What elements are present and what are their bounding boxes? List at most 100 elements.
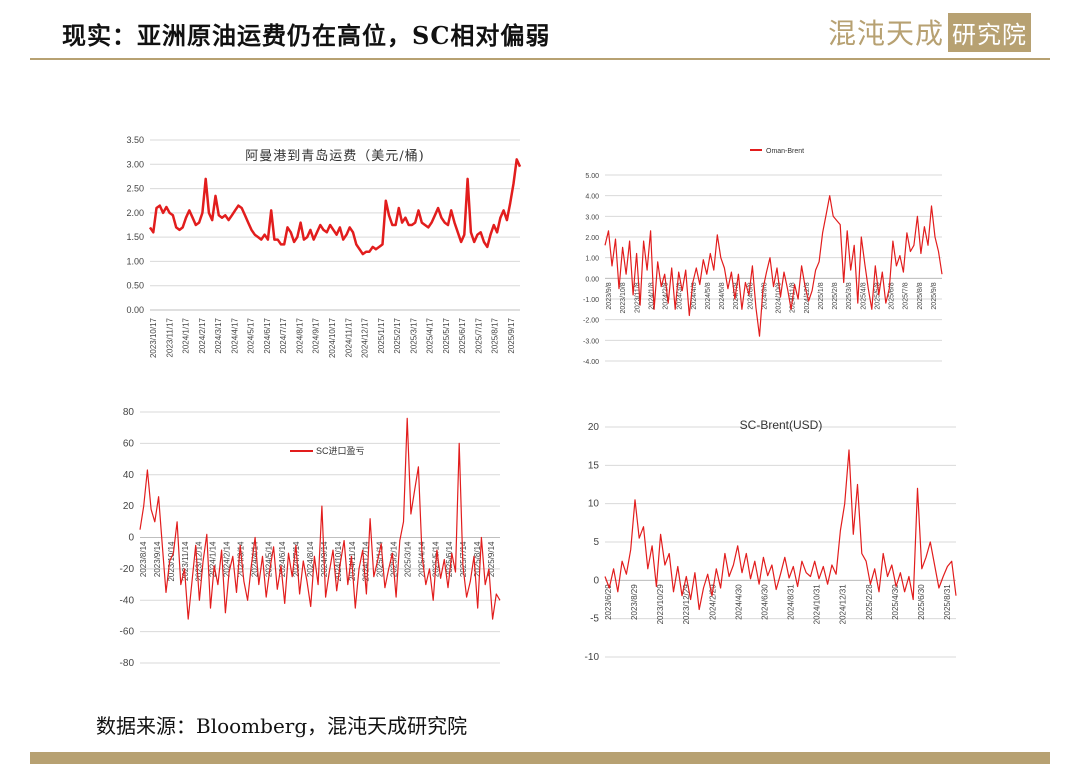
chart-oman-brent: 5.00 4.00 3.00 2.00 1.00 0.00 -1.00 -2.00 -3.00 -…: [560, 140, 960, 380]
x-tick-label: 2024/10/8: [776, 282, 783, 313]
y-tick-label: 3.50: [126, 135, 144, 145]
data-source: 数据来源：Bloomberg，混沌天成研究院: [96, 714, 468, 738]
x-tick-label: 2024/5/17: [247, 317, 256, 353]
y-tick-label: -2.00: [583, 318, 599, 325]
x-tick-label: 2023/12/29: [682, 584, 691, 625]
y-tick-label: -4.00: [583, 359, 599, 366]
x-tick-label: 2023/8/14: [139, 541, 148, 577]
y-tick-label: 1.00: [585, 256, 599, 263]
x-tick-label: 2025/1/8: [818, 282, 825, 309]
logo-box: 研究院: [948, 12, 1032, 52]
x-tick-label: 2024/2/17: [198, 317, 207, 353]
x-tick-label: 2024/6/8: [719, 282, 726, 309]
x-tick-label: 2024/6/30: [760, 584, 769, 620]
x-tick-label: 2024/4/8: [691, 282, 698, 309]
chart-svg: 5.00 4.00 3.00 2.00 1.00 0.00 -1.00 -2.00 -3.00 -…: [583, 148, 943, 366]
x-tick-label: 2023/10/8: [620, 282, 627, 313]
y-tick-label: 2.00: [126, 208, 144, 218]
footer-bar: [30, 752, 1050, 764]
x-tick-label: 2023/10/29: [656, 584, 665, 625]
series-line: [604, 195, 943, 337]
y-tick-label: 80: [123, 407, 135, 418]
y-axis-ticks: 5.00 4.00 3.00 2.00 1.00 0.00 -1.00 -2.00 -3.00 -…: [583, 173, 599, 366]
x-tick-label: 2024/11/17: [344, 317, 353, 357]
header-rule: [30, 58, 1050, 60]
y-tick-label: 0.00: [126, 305, 144, 315]
x-tick-label: 2024/1/8: [648, 282, 655, 309]
x-tick-label: 2023/11/14: [181, 541, 190, 581]
chart-title: 阿曼港到青岛运费（美元/桶): [245, 148, 424, 164]
x-tick-label: 2025/3/8: [846, 282, 853, 309]
x-tick-label: 2025/4/8: [860, 282, 867, 309]
x-tick-label: 2025/5/8: [874, 282, 881, 309]
x-tick-label: 2024/10/17: [328, 317, 337, 358]
x-tick-label: 2024/7/17: [279, 317, 288, 353]
y-tick-label: -1.00: [583, 297, 599, 304]
chart-svg: 3.50 3.00 2.50 2.00 1.50 1.00 0.50 0.00 2023/10…: [126, 135, 522, 358]
x-tick-label: 2024/3/17: [214, 317, 223, 353]
x-tick-label: 2025/6/30: [917, 584, 926, 620]
y-tick-label: 10: [588, 499, 600, 510]
y-tick-label: -3.00: [583, 338, 599, 345]
x-tick-label: 2023/10/17: [149, 317, 158, 358]
x-tick-label: 2024/12/17: [361, 317, 370, 358]
y-tick-label: 0: [128, 533, 134, 544]
y-tick-label: 3.00: [126, 159, 144, 169]
x-tick-label: 2023/11/8: [634, 282, 641, 313]
x-tick-label: 2025/1/14: [376, 541, 385, 577]
x-tick-label: 2025/8/14: [473, 541, 482, 577]
x-tick-label: 2025/9/8: [931, 282, 938, 309]
x-tick-label: 2024/10/14: [334, 541, 343, 582]
y-tick-label: 5.00: [585, 173, 599, 180]
y-tick-label: 0.50: [126, 281, 144, 291]
x-tick-label: 2023/6/29: [604, 584, 613, 620]
x-tick-label: 2024/8/8: [747, 282, 754, 309]
x-tick-label: 2025/2/17: [393, 317, 402, 353]
y-tick-label: 15: [588, 460, 600, 471]
x-tick-label: 2024/3/8: [677, 282, 684, 309]
y-tick-label: -80: [120, 658, 135, 669]
x-tick-label: 2025/7/14: [459, 541, 468, 577]
x-tick-label: 2025/2/28: [865, 584, 874, 620]
y-tick-label: 1.50: [126, 232, 144, 242]
y-axis-ticks: 80 60 40 20 0 -20 -40 -60 -80: [120, 407, 135, 669]
x-tick-label: 2024/1/14: [209, 541, 218, 577]
x-tick-label: 2025/2/8: [832, 282, 839, 309]
y-tick-label: -5: [590, 614, 599, 625]
x-tick-label: 2024/2/29: [708, 584, 717, 620]
logo-text: 混沌天成: [828, 17, 945, 50]
x-tick-label: 2023/12/14: [195, 541, 204, 582]
y-tick-label: 3.00: [585, 214, 599, 221]
chart-svg: 80 60 40 20 0 -20 -40 -60 -80 2023/8/14 2023/9/14…: [120, 407, 501, 669]
x-tick-label: 2025/3/17: [409, 317, 418, 353]
legend: SC进口盈亏: [290, 446, 365, 456]
x-tick-label: 2024/8/31: [787, 584, 796, 620]
page-title: 现实：亚洲原油运费仍在高位，SC相对偏弱: [62, 21, 551, 50]
x-tick-label: 2024/9/17: [312, 317, 321, 353]
y-tick-label: 0.00: [585, 276, 599, 283]
y-tick-label: 1.00: [126, 256, 144, 266]
series-line: [604, 449, 957, 611]
x-tick-label: 2024/4/17: [230, 317, 239, 353]
x-tick-label: 2025/6/17: [458, 317, 467, 353]
x-tick-label: 2025/8/17: [491, 317, 500, 353]
x-tick-label: 2024/5/14: [264, 541, 273, 577]
x-tick-label: 2024/10/31: [813, 584, 822, 625]
x-tick-label: 2025/6/14: [445, 541, 454, 577]
x-tick-label: 2025/8/31: [943, 584, 952, 620]
x-tick-label: 2025/2/14: [390, 541, 399, 577]
chart-grid: [140, 411, 500, 664]
chart-grid: [605, 174, 942, 362]
x-tick-label: 2024/1/17: [182, 317, 191, 353]
x-tick-label: 2024/8/14: [306, 541, 315, 577]
x-tick-label: 2023/8/29: [630, 584, 639, 620]
x-tick-label: 2024/7/8: [733, 282, 740, 309]
y-tick-label: 40: [123, 470, 135, 481]
x-tick-label: 2025/4/30: [891, 584, 900, 620]
x-tick-label: 2024/2/14: [223, 541, 232, 577]
chart-grid: [150, 139, 520, 311]
x-tick-label: 2025/9/17: [507, 317, 516, 353]
x-tick-label: 2024/6/14: [278, 541, 287, 577]
series-line: [139, 417, 501, 620]
x-tick-label: 2024/12/31: [839, 584, 848, 625]
